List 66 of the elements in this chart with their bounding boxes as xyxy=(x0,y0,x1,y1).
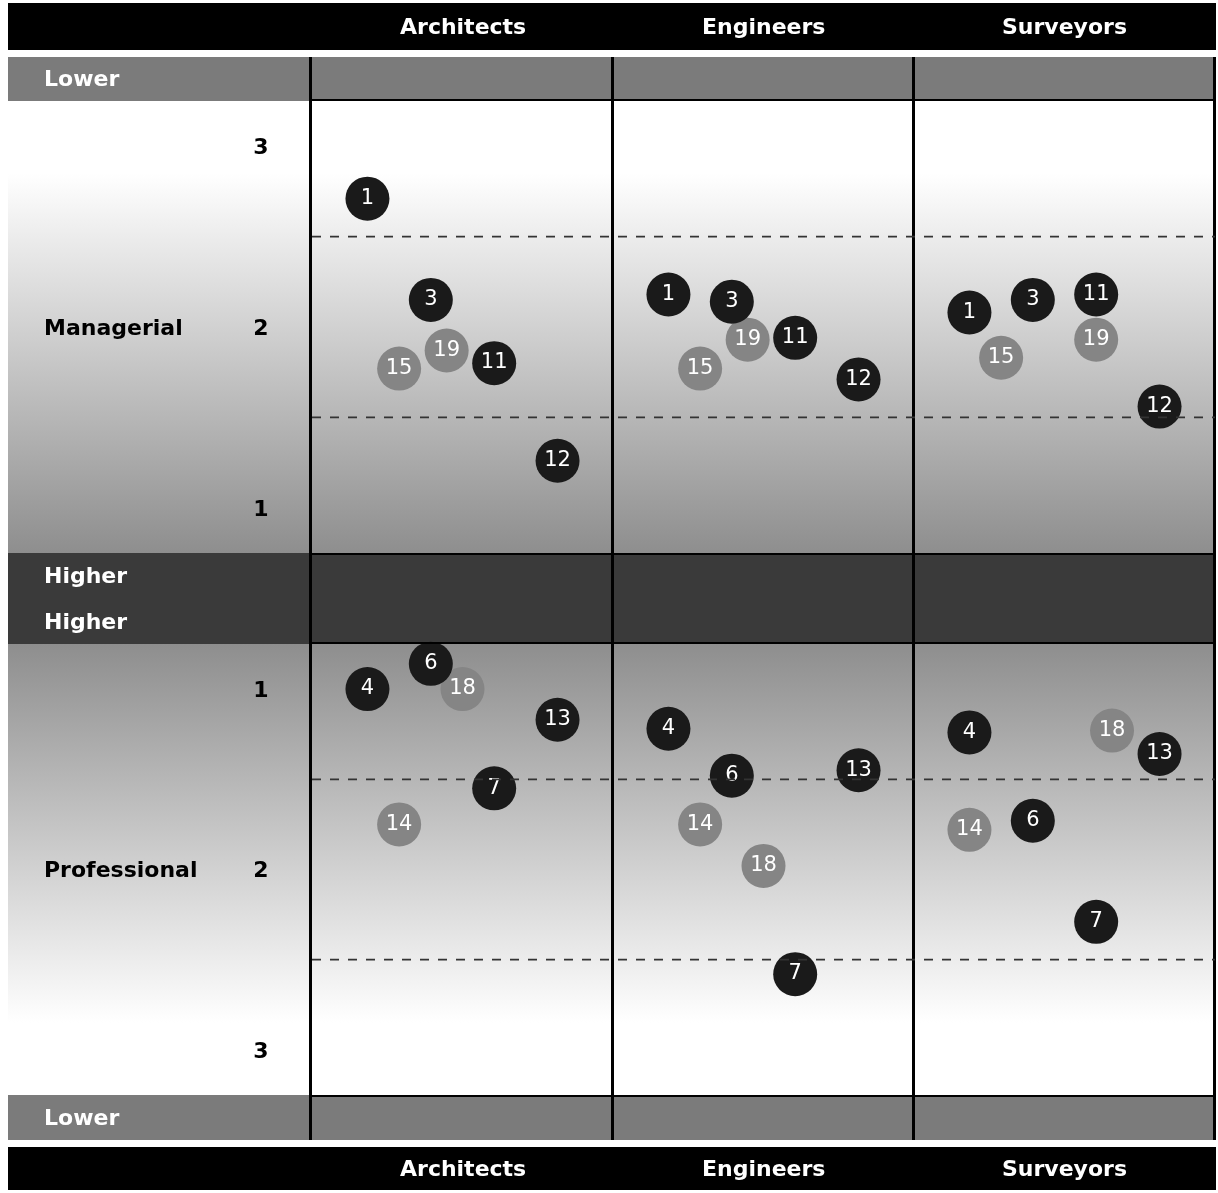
point xyxy=(709,753,754,798)
series-label: 18 xyxy=(449,675,476,700)
point xyxy=(1074,899,1119,944)
text: Engineers xyxy=(702,14,826,39)
text: 3 xyxy=(424,286,438,311)
text: Architects xyxy=(400,14,527,39)
series-label: 14 xyxy=(385,810,413,835)
text: Surveyors xyxy=(1002,14,1128,39)
text: 11 xyxy=(781,324,809,349)
y-tick-label: 2 xyxy=(253,314,269,340)
text: 12 xyxy=(1146,392,1173,417)
y-tick-label: 2 xyxy=(253,857,269,883)
point xyxy=(1010,798,1055,843)
y-tick-label: 3 xyxy=(253,133,269,159)
y-tick-label: 1 xyxy=(253,495,269,521)
text: 1 xyxy=(360,184,375,209)
text: Lower xyxy=(44,1105,120,1130)
point xyxy=(646,272,691,317)
text: 19 xyxy=(1082,325,1110,350)
text: 11 xyxy=(480,349,508,374)
text: 13 xyxy=(544,706,571,731)
point xyxy=(1010,277,1055,322)
text: 19 xyxy=(433,336,461,361)
series-label: 12 xyxy=(544,447,571,472)
series-label: 4 xyxy=(661,715,676,740)
point xyxy=(947,710,992,755)
text: 6 xyxy=(424,650,438,675)
text: Higher xyxy=(44,563,128,588)
y-axis-title: Managerial xyxy=(44,315,183,340)
text: 3 xyxy=(1026,286,1040,311)
text: 14 xyxy=(686,810,714,835)
text: Higher xyxy=(44,609,128,634)
series-label: 19 xyxy=(734,325,762,350)
text: 4 xyxy=(360,675,375,700)
text: 6 xyxy=(1026,807,1040,832)
text: Architects xyxy=(400,1156,527,1181)
text: 15 xyxy=(987,343,1015,368)
text: Engineers xyxy=(702,1156,826,1181)
point xyxy=(646,706,691,751)
series-label: 3 xyxy=(725,287,739,312)
text: 13 xyxy=(845,756,872,781)
text: 14 xyxy=(956,816,983,841)
point xyxy=(345,176,390,221)
y-tick-label: 3 xyxy=(253,1037,269,1063)
text: 15 xyxy=(686,354,714,379)
text: 1 xyxy=(962,298,977,323)
point xyxy=(472,766,517,811)
text: Surveyors xyxy=(1002,1156,1128,1181)
series-label: 7 xyxy=(788,960,802,985)
y-axis-title: Professional xyxy=(44,857,198,882)
point xyxy=(947,290,992,335)
text: 7 xyxy=(1089,908,1103,933)
series-label: 1 xyxy=(661,280,676,305)
text: 18 xyxy=(750,852,777,877)
y-tick-label: 1 xyxy=(253,676,269,702)
text: 12 xyxy=(845,365,872,390)
text: Lower xyxy=(44,66,120,91)
point xyxy=(709,279,754,324)
point xyxy=(773,952,818,997)
point xyxy=(408,277,453,322)
text: 4 xyxy=(962,718,977,743)
text: 18 xyxy=(1098,716,1126,741)
series-label: 13 xyxy=(1146,740,1173,765)
point xyxy=(345,667,390,712)
series-label: 15 xyxy=(385,354,413,379)
series-label: 11 xyxy=(1082,280,1110,305)
